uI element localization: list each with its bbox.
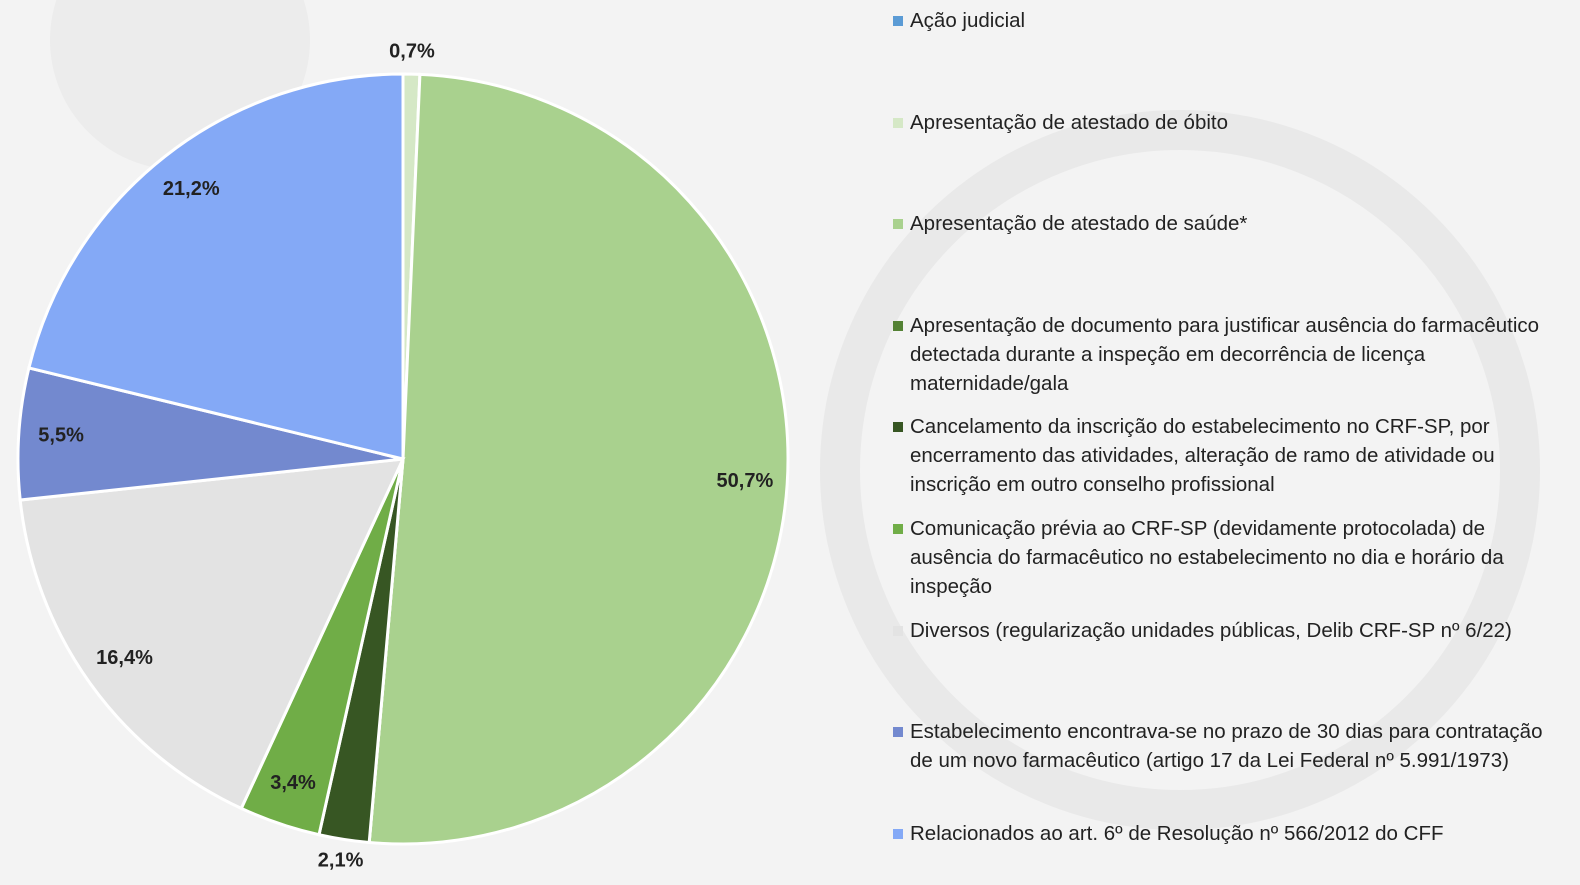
legend-marker [893, 828, 903, 839]
legend-item: Apresentação de atestado de óbito [893, 108, 1228, 137]
legend-item: Ação judicial [893, 6, 1025, 35]
data-label: 16,4% [96, 647, 153, 669]
data-label: 50,7% [717, 470, 774, 492]
legend-label: Apresentação de atestado de saúde* [910, 212, 1248, 236]
legend-marker [893, 524, 903, 534]
legend-item: Apresentação de atestado de saúde* [893, 209, 1247, 238]
data-label: 0,7% [389, 40, 435, 62]
pie-slice [18, 457, 406, 811]
legend-item: Comunicação prévia ao CRF-SP (devidament… [893, 514, 1553, 601]
data-label: 21,2% [163, 178, 220, 200]
legend-label: Estabelecimento encontrava-se no prazo d… [910, 720, 1543, 773]
legend-label: Ação judicial [910, 9, 1026, 32]
legend-label: Relacionados ao art. 6º de Resolução nº … [910, 821, 1444, 845]
legend-item: Apresentação de documento para justifica… [893, 311, 1553, 398]
pie-slice [367, 72, 790, 846]
legend-marker [893, 625, 903, 636]
data-label: 3,4% [270, 772, 316, 794]
legend-marker [893, 320, 903, 331]
pie-slice [16, 366, 404, 502]
legend-label: Cancelamento da inscrição do estabelecim… [910, 415, 1495, 497]
pie: 0,7% 50,7% 2,1% 3,4% 16,4% 5,5% 21,2% [16, 40, 790, 871]
data-label: 2,1% [318, 849, 364, 871]
legend-marker [893, 422, 903, 433]
legend-item: Estabelecimento encontrava-se no prazo d… [893, 717, 1553, 775]
watermark [820, 110, 1540, 830]
pie-slice [27, 72, 405, 461]
legend-item: Diversos (regularização unidades pública… [893, 616, 1512, 645]
legend-marker [893, 117, 903, 128]
legend-label: Diversos (regularização unidades pública… [910, 618, 1512, 642]
legend-marker [893, 727, 903, 738]
legend-label: Comunicação prévia ao CRF-SP (devidament… [910, 517, 1504, 598]
legend-label: Apresentação de documento para justifica… [910, 313, 1540, 395]
legend-label: Apresentação de atestado de óbito [910, 110, 1228, 134]
data-label: 5,5% [38, 425, 84, 447]
legend-item: Relacionados ao art. 6º de Resolução nº … [893, 819, 1444, 848]
legend-marker [893, 219, 903, 230]
legend-item: Cancelamento da inscrição do estabelecim… [893, 412, 1553, 499]
legend-marker [893, 16, 903, 26]
